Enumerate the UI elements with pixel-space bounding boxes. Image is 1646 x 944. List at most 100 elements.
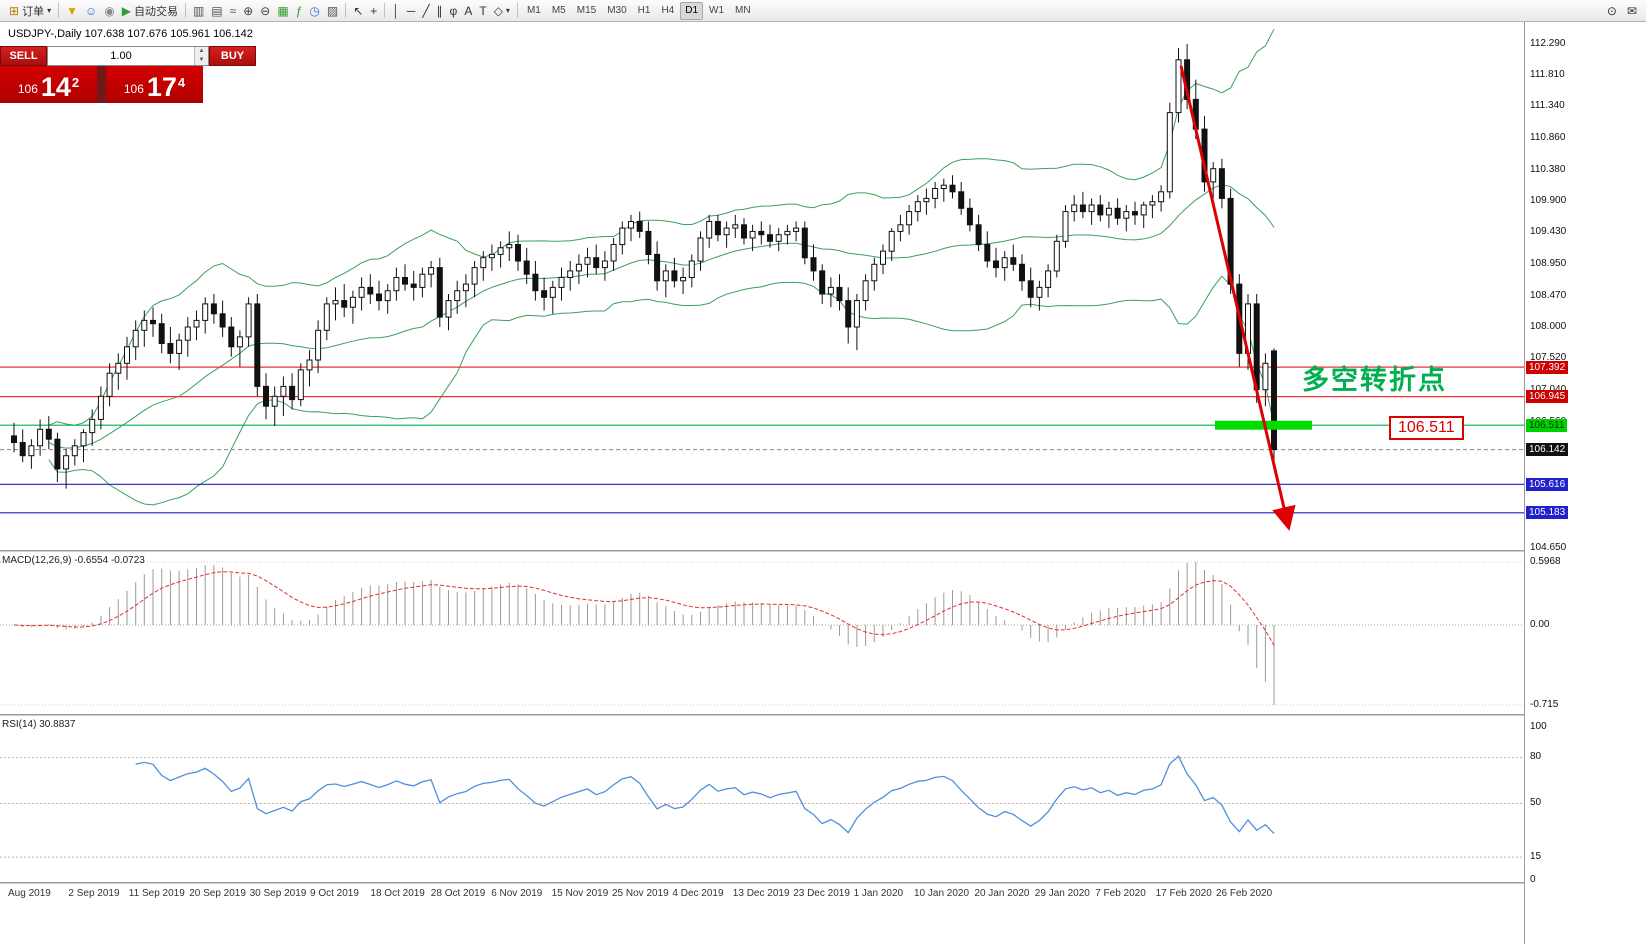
candle-body <box>28 445 35 457</box>
volume-up-button[interactable]: ▲ <box>195 47 208 56</box>
candle-body <box>497 247 504 255</box>
candle-body <box>984 244 991 262</box>
candle-body <box>349 296 356 308</box>
shapes-icon[interactable]: ◇ ▾ <box>491 2 513 20</box>
period-icon[interactable]: ◷ <box>306 2 322 20</box>
horizontal-line-icon[interactable]: ─ <box>404 2 419 20</box>
candle-body <box>575 263 582 272</box>
rsi-panel[interactable] <box>0 716 1524 882</box>
candle-body <box>297 369 304 401</box>
candle-body <box>767 234 773 242</box>
zoom-in-icon[interactable]: ⊕ <box>240 2 256 20</box>
channel-icon[interactable]: ∥ <box>434 2 446 20</box>
candle-body <box>341 300 348 308</box>
autotrade-button[interactable]: ▶ 自动交易 <box>119 2 181 20</box>
candle-body <box>975 224 982 246</box>
candle-body <box>1262 362 1269 391</box>
search-icon[interactable]: ⊙ <box>1604 2 1620 20</box>
date-axis-label: 13 Dec 2019 <box>732 888 790 899</box>
candle-body <box>845 300 852 328</box>
sell-button[interactable]: SELL <box>0 46 47 66</box>
candle-body <box>871 263 878 282</box>
fibonacci-icon[interactable]: φ <box>447 2 461 20</box>
timeframe-w1[interactable]: W1 <box>709 4 725 16</box>
key-price-tag[interactable]: 106.511 <box>1389 416 1464 440</box>
timeframe-h1[interactable]: H1 <box>637 4 651 16</box>
community-icon[interactable]: ◉ <box>101 2 117 20</box>
candle-body <box>488 253 495 259</box>
indicators-icon[interactable]: ƒ <box>293 2 306 20</box>
volume-down-button[interactable]: ▼ <box>195 56 208 65</box>
candle-body <box>150 319 156 325</box>
crosshair-icon[interactable]: + <box>367 2 380 20</box>
price-axis-label: 108.950 <box>1530 257 1567 269</box>
date-axis-label: 29 Jan 2020 <box>1034 888 1090 899</box>
label-icon[interactable]: T <box>476 2 489 20</box>
date-axis-label: 15 Nov 2019 <box>551 888 609 899</box>
sell-price-display[interactable]: 106 14 2 <box>0 66 97 103</box>
candle-body <box>1166 112 1173 193</box>
candle-body <box>306 359 313 371</box>
candlestick-icon[interactable]: ▤ <box>208 2 225 20</box>
candle-body <box>410 283 417 288</box>
panel-divider[interactable] <box>0 714 1646 716</box>
candle-body <box>897 224 904 232</box>
timeframe-m30[interactable]: M30 <box>607 4 627 16</box>
chat-icon[interactable]: ✉ <box>1624 2 1640 20</box>
candle-body <box>671 270 678 282</box>
chart-objects[interactable] <box>1179 65 1312 531</box>
price-badge-106.511: 106.511 <box>1526 418 1568 432</box>
candle-body <box>993 260 999 269</box>
tile-windows-icon[interactable]: ▦ <box>274 2 291 20</box>
buy-price-display[interactable]: 106 17 4 <box>106 66 203 103</box>
candle-body <box>836 286 843 302</box>
candle-body <box>158 323 165 345</box>
panel-divider[interactable] <box>0 550 1646 552</box>
main-chart-area[interactable] <box>0 22 1524 550</box>
candle-body <box>1132 211 1138 216</box>
one-click-trading-panel: SELL ▲ ▼ BUY 106 14 2 106 17 4 <box>0 46 256 103</box>
bar-chart-icon: ▥ <box>192 3 205 18</box>
bar-chart-icon[interactable]: ▥ <box>190 2 207 20</box>
candle-body <box>610 244 617 262</box>
text-icon[interactable]: A <box>461 2 475 20</box>
toolbar-separator <box>384 3 386 18</box>
volume-input[interactable] <box>48 47 194 65</box>
templates-icon[interactable]: ▨ <box>324 2 341 20</box>
buy-button[interactable]: BUY <box>209 46 256 66</box>
turning-point-annotation[interactable]: 多空转折点 <box>1302 365 1447 395</box>
timeframe-mn[interactable]: MN <box>735 4 751 16</box>
horizontal-level-lines[interactable] <box>0 366 1524 514</box>
candle-body <box>654 253 661 282</box>
vertical-line-icon[interactable]: │ <box>389 2 403 20</box>
zoom-out-icon[interactable]: ⊖ <box>257 2 273 20</box>
panel-divider[interactable] <box>0 882 1646 884</box>
rsi-axis-80: 80 <box>1530 751 1542 763</box>
new-order-button[interactable]: ⊞ 订单 ▾ <box>6 2 54 20</box>
bb-lower <box>48 275 1275 506</box>
timeframe-m1[interactable]: M1 <box>526 4 541 16</box>
toolbar-separator <box>516 3 518 18</box>
timeframe-m5[interactable]: M5 <box>551 4 566 16</box>
candle-body <box>888 230 895 252</box>
downtrend-arrow[interactable] <box>1179 65 1296 531</box>
line-chart-icon[interactable]: ≈ <box>227 2 240 20</box>
candle-body <box>1062 211 1069 242</box>
candle-body <box>1271 350 1277 451</box>
timeframe-m15[interactable]: M15 <box>576 4 597 16</box>
profile-icon[interactable]: ☺ <box>82 2 100 20</box>
candle-body <box>254 303 261 387</box>
candle-body <box>914 201 921 213</box>
candle-body <box>1045 270 1052 288</box>
timeframe-h4[interactable]: H4 <box>661 4 675 16</box>
funnel-icon[interactable]: ▼ <box>63 2 81 20</box>
trendline-icon[interactable]: ╱ <box>419 2 432 20</box>
candle-body <box>1019 263 1025 282</box>
timeframe-d1[interactable]: D1 <box>680 1 704 20</box>
macd-panel[interactable] <box>0 552 1524 714</box>
candle-body <box>454 290 461 302</box>
candle-body <box>601 260 608 269</box>
buy-price-pips: 17 <box>146 72 177 102</box>
community-icon: ◉ <box>104 3 115 18</box>
cursor-icon[interactable]: ↖ <box>350 2 366 20</box>
